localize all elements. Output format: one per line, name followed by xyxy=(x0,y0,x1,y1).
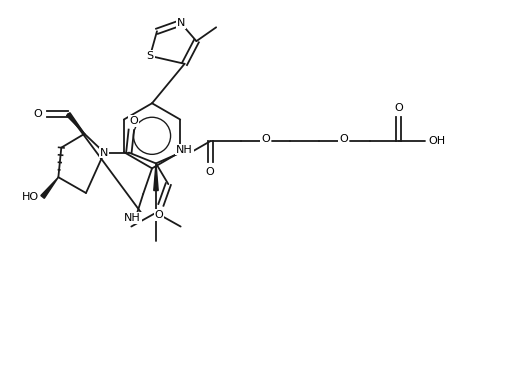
Text: S: S xyxy=(147,51,154,61)
Text: NH: NH xyxy=(124,213,140,223)
Text: OH: OH xyxy=(429,136,445,146)
Text: O: O xyxy=(261,134,270,144)
Text: O: O xyxy=(155,210,163,220)
Text: O: O xyxy=(339,134,348,144)
Text: N: N xyxy=(177,18,185,28)
Text: NH: NH xyxy=(176,145,193,155)
Polygon shape xyxy=(41,177,58,198)
Polygon shape xyxy=(67,113,84,134)
Text: HO: HO xyxy=(22,192,39,202)
Text: O: O xyxy=(206,167,215,177)
Text: O: O xyxy=(394,103,403,113)
Text: O: O xyxy=(129,116,138,126)
Polygon shape xyxy=(154,163,158,191)
Text: N: N xyxy=(100,147,108,157)
Text: O: O xyxy=(33,109,42,119)
